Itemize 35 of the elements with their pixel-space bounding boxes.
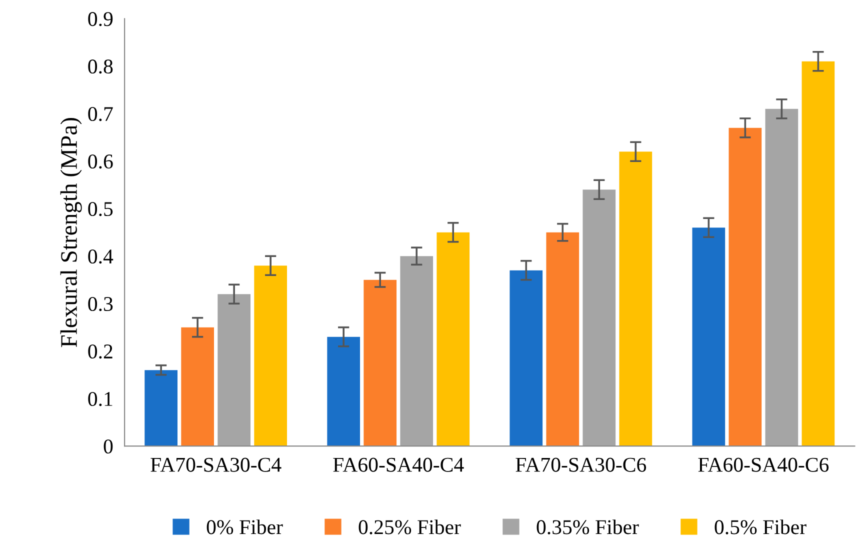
bar <box>582 190 616 446</box>
y-tick-label: 0.1 <box>88 392 112 406</box>
y-tick-label: 0.5 <box>88 202 113 216</box>
legend-label: 0.35% Fiber <box>536 520 639 534</box>
y-tick-label: 0 <box>104 439 113 454</box>
bar <box>510 270 543 446</box>
y-tick-label: 0.3 <box>88 296 113 312</box>
bar <box>144 370 178 446</box>
legend-label: 0.5% Fiber <box>714 520 806 534</box>
x-tick-label: FA60-SA40-C6 <box>698 458 829 472</box>
x-tick-label: FA70-SA30-C4 <box>150 458 282 472</box>
y-axis-title: Flexural Strength (MPa) <box>60 118 82 348</box>
bar <box>546 232 580 446</box>
bar <box>181 327 214 446</box>
bar <box>254 266 288 446</box>
bar <box>436 232 470 446</box>
bar <box>400 256 434 446</box>
bar <box>327 336 360 446</box>
y-tick-label: 0.2 <box>88 344 112 359</box>
legend-label: 0% Fiber <box>206 520 283 534</box>
bar <box>765 108 798 446</box>
y-tick-label: 0.7 <box>88 106 113 122</box>
bar <box>802 61 835 446</box>
bar <box>619 152 652 446</box>
bar <box>728 128 762 446</box>
y-tick-label: 0.6 <box>88 154 113 169</box>
x-tick-label: FA70-SA30-C6 <box>516 458 646 472</box>
y-tick-label: 0.8 <box>88 60 113 74</box>
y-tick-label: 0.4 <box>88 249 114 264</box>
bar <box>692 228 726 446</box>
bar <box>364 280 397 446</box>
y-tick-label: 0.9 <box>88 12 113 26</box>
x-tick-label: FA60-SA40-C4 <box>333 458 464 472</box>
legend-label: 0.25% Fiber <box>358 520 461 534</box>
bar <box>218 294 251 446</box>
